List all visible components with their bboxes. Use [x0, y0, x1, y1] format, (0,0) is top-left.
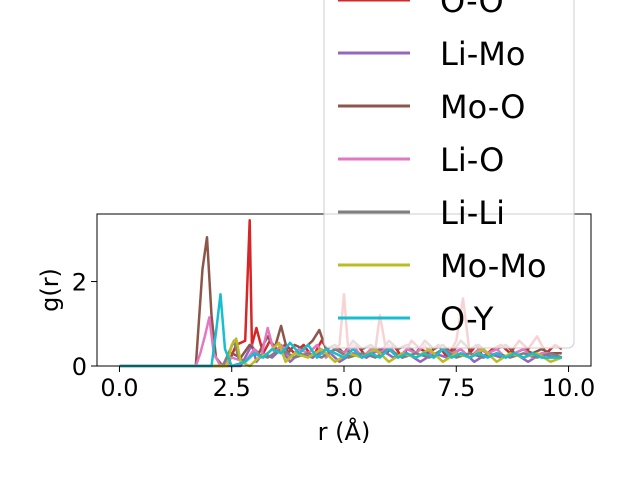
legend-label-li-mo: Li-Mo: [440, 35, 525, 73]
x-tick-label: 2.5: [213, 374, 251, 402]
legend-label-mo-o: Mo-O: [440, 88, 525, 126]
x-tick-label: 5.0: [325, 374, 363, 402]
legend-box: [323, 0, 575, 349]
y-axis-label: g(r): [36, 268, 64, 312]
legend-label-o-y: O-Y: [440, 300, 494, 338]
series-line-o-y: [119, 292, 562, 368]
tick-layer: 0.0 2.5 5.0 7.5 10.0 0 2: [72, 269, 596, 402]
x-axis-label: r (Å): [318, 417, 371, 446]
y-tick-label: 0: [72, 353, 87, 381]
x-tick-label: 10.0: [542, 374, 595, 402]
legend-label-li-li: Li-Li: [440, 194, 505, 232]
x-tick-label: 0.0: [100, 374, 138, 402]
legend-label-mo-mo: Mo-Mo: [440, 247, 547, 285]
legend-items: O-O Li-Mo Mo-O Li-O Li-Li Mo-Mo O-Y: [338, 0, 547, 338]
y-tick-label: 2: [72, 269, 87, 297]
legend-label-li-o: Li-O: [440, 141, 504, 179]
legend: O-O Li-Mo Mo-O Li-O Li-Li Mo-Mo O-Y: [323, 0, 575, 349]
x-tick-label: 7.5: [437, 374, 475, 402]
legend-label-o-o: O-O: [440, 0, 504, 20]
